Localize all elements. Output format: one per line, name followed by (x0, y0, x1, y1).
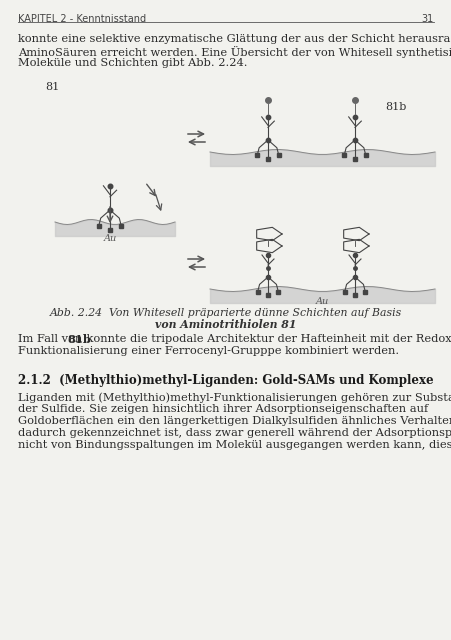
Text: Im Fall von: Im Fall von (18, 334, 86, 344)
Text: 81b: 81b (384, 102, 405, 112)
Text: von Aminotrithiolen 81: von Aminotrithiolen 81 (155, 319, 296, 330)
Text: 81: 81 (45, 82, 59, 92)
Text: Funktionalisierung einer Ferrocenyl-Grupppe kombiniert werden.: Funktionalisierung einer Ferrocenyl-Grup… (18, 346, 398, 356)
Text: Liganden mit (Methylthio)methyl-Funktionalisierungen gehören zur Substanzklasse: Liganden mit (Methylthio)methyl-Funktion… (18, 392, 451, 403)
Text: 81b: 81b (68, 334, 92, 345)
Text: Abb. 2.24  Von Whitesell präparierte dünne Schichten auf Basis: Abb. 2.24 Von Whitesell präparierte dünn… (50, 308, 401, 318)
Text: nicht von Bindungsspaltungen im Molekül ausgegangen werden kann, dies jedoch: nicht von Bindungsspaltungen im Molekül … (18, 440, 451, 450)
Text: Goldoberflächen ein den längerkettigen Dialkylsulfiden ähnliches Verhalten, das: Goldoberflächen ein den längerkettigen D… (18, 416, 451, 426)
Text: 31: 31 (421, 14, 433, 24)
Text: Au: Au (315, 297, 328, 306)
Text: Au: Au (103, 234, 116, 243)
Text: Moleküle und Schichten gibt Abb. 2.24.: Moleküle und Schichten gibt Abb. 2.24. (18, 58, 247, 68)
Text: konnte die tripodale Architektur der Hafteinheit mit der Redox-: konnte die tripodale Architektur der Haf… (83, 334, 451, 344)
Text: KAPITEL 2 - Kenntnisstand: KAPITEL 2 - Kenntnisstand (18, 14, 146, 24)
Text: AminoSäuren erreicht werden. Eine Übersicht der von Whitesell synthetisierten: AminoSäuren erreicht werden. Eine Übersi… (18, 46, 451, 58)
Text: dadurch gekennzeichnet ist, dass zwar generell während der Adsorptionsprozesse: dadurch gekennzeichnet ist, dass zwar ge… (18, 428, 451, 438)
Text: 2.1.2  (Methylthio)methyl-Liganden: Gold-SAMs und Komplexe: 2.1.2 (Methylthio)methyl-Liganden: Gold-… (18, 374, 433, 387)
Text: konnte eine selektive enzymatische Glättung der aus der Schicht herausragenden: konnte eine selektive enzymatische Glätt… (18, 34, 451, 44)
Text: der Sulfide. Sie zeigen hinsichtlich ihrer Adsorptionseigenschaften auf: der Sulfide. Sie zeigen hinsichtlich ihr… (18, 404, 427, 414)
